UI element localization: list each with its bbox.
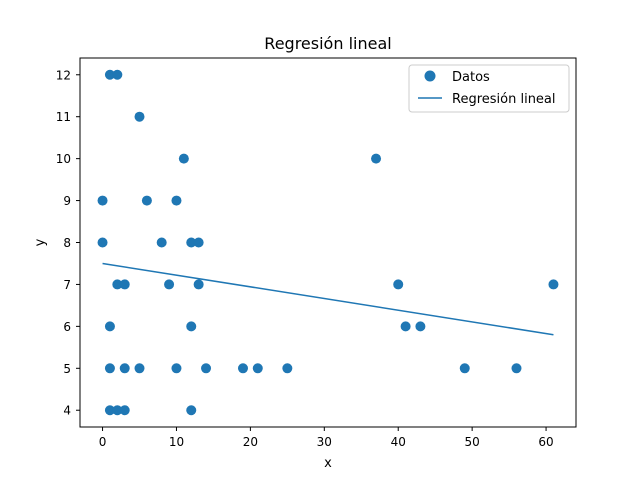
data-point: [282, 363, 293, 374]
data-point: [119, 363, 130, 374]
data-point: [201, 363, 212, 374]
data-point: [112, 405, 123, 416]
data-point: [171, 195, 182, 206]
data-point: [97, 195, 108, 206]
data-point: [193, 237, 204, 248]
y-tick-label: 8: [63, 236, 71, 250]
x-axis-ticks: 0 10 20 30 40 50 60: [99, 427, 554, 449]
data-point: [186, 237, 197, 248]
data-point: [119, 279, 130, 290]
data-point: [186, 405, 197, 416]
x-tick-label: 50: [465, 435, 480, 449]
legend-marker-datos: [424, 70, 436, 82]
y-tick-label: 6: [63, 320, 71, 334]
regression-line: [102, 262, 554, 336]
data-point: [112, 279, 123, 290]
y-tick-label: 9: [63, 194, 71, 208]
data-point: [186, 321, 197, 332]
x-axis-label: x: [324, 456, 332, 471]
legend-label-datos: Datos: [452, 70, 490, 85]
data-point: [548, 279, 559, 290]
data-point: [134, 111, 145, 122]
data-point: [252, 363, 263, 374]
data-point: [119, 405, 130, 416]
x-tick-label: 20: [243, 435, 258, 449]
plot-area: [97, 69, 559, 416]
data-point: [393, 279, 404, 290]
data-point: [104, 363, 115, 374]
legend: Datos Regresión lineal: [408, 64, 570, 113]
data-point: [104, 69, 115, 80]
y-axis-label: y: [33, 238, 48, 246]
y-tick-label: 11: [56, 110, 71, 124]
x-tick-label: 10: [169, 435, 184, 449]
data-point: [97, 237, 108, 248]
data-point: [112, 69, 123, 80]
x-tick-label: 0: [99, 435, 107, 449]
y-tick-label: 10: [56, 152, 71, 166]
data-point: [134, 363, 145, 374]
data-point: [371, 153, 382, 164]
y-axis-ticks: 4 5 6 7 8 9 10 11 12: [56, 68, 80, 418]
data-point: [178, 153, 189, 164]
data-point: [141, 195, 152, 206]
x-tick-label: 30: [317, 435, 332, 449]
x-tick-label: 60: [538, 435, 553, 449]
data-point: [415, 321, 426, 332]
data-point: [156, 237, 167, 248]
data-point: [459, 363, 470, 374]
data-point: [104, 321, 115, 332]
y-tick-label: 5: [63, 362, 71, 376]
y-tick-label: 12: [56, 68, 71, 82]
y-tick-label: 7: [63, 278, 71, 292]
x-tick-label: 40: [391, 435, 406, 449]
data-point: [164, 279, 175, 290]
legend-box: [408, 64, 570, 113]
data-point: [237, 363, 248, 374]
data-point: [511, 363, 522, 374]
data-point: [193, 279, 204, 290]
legend-label-regresion: Regresión lineal: [452, 92, 556, 107]
data-point: [400, 321, 411, 332]
y-tick-label: 4: [63, 404, 71, 418]
chart-title: Regresión lineal: [264, 34, 391, 53]
data-point: [104, 405, 115, 416]
data-point: [171, 363, 182, 374]
